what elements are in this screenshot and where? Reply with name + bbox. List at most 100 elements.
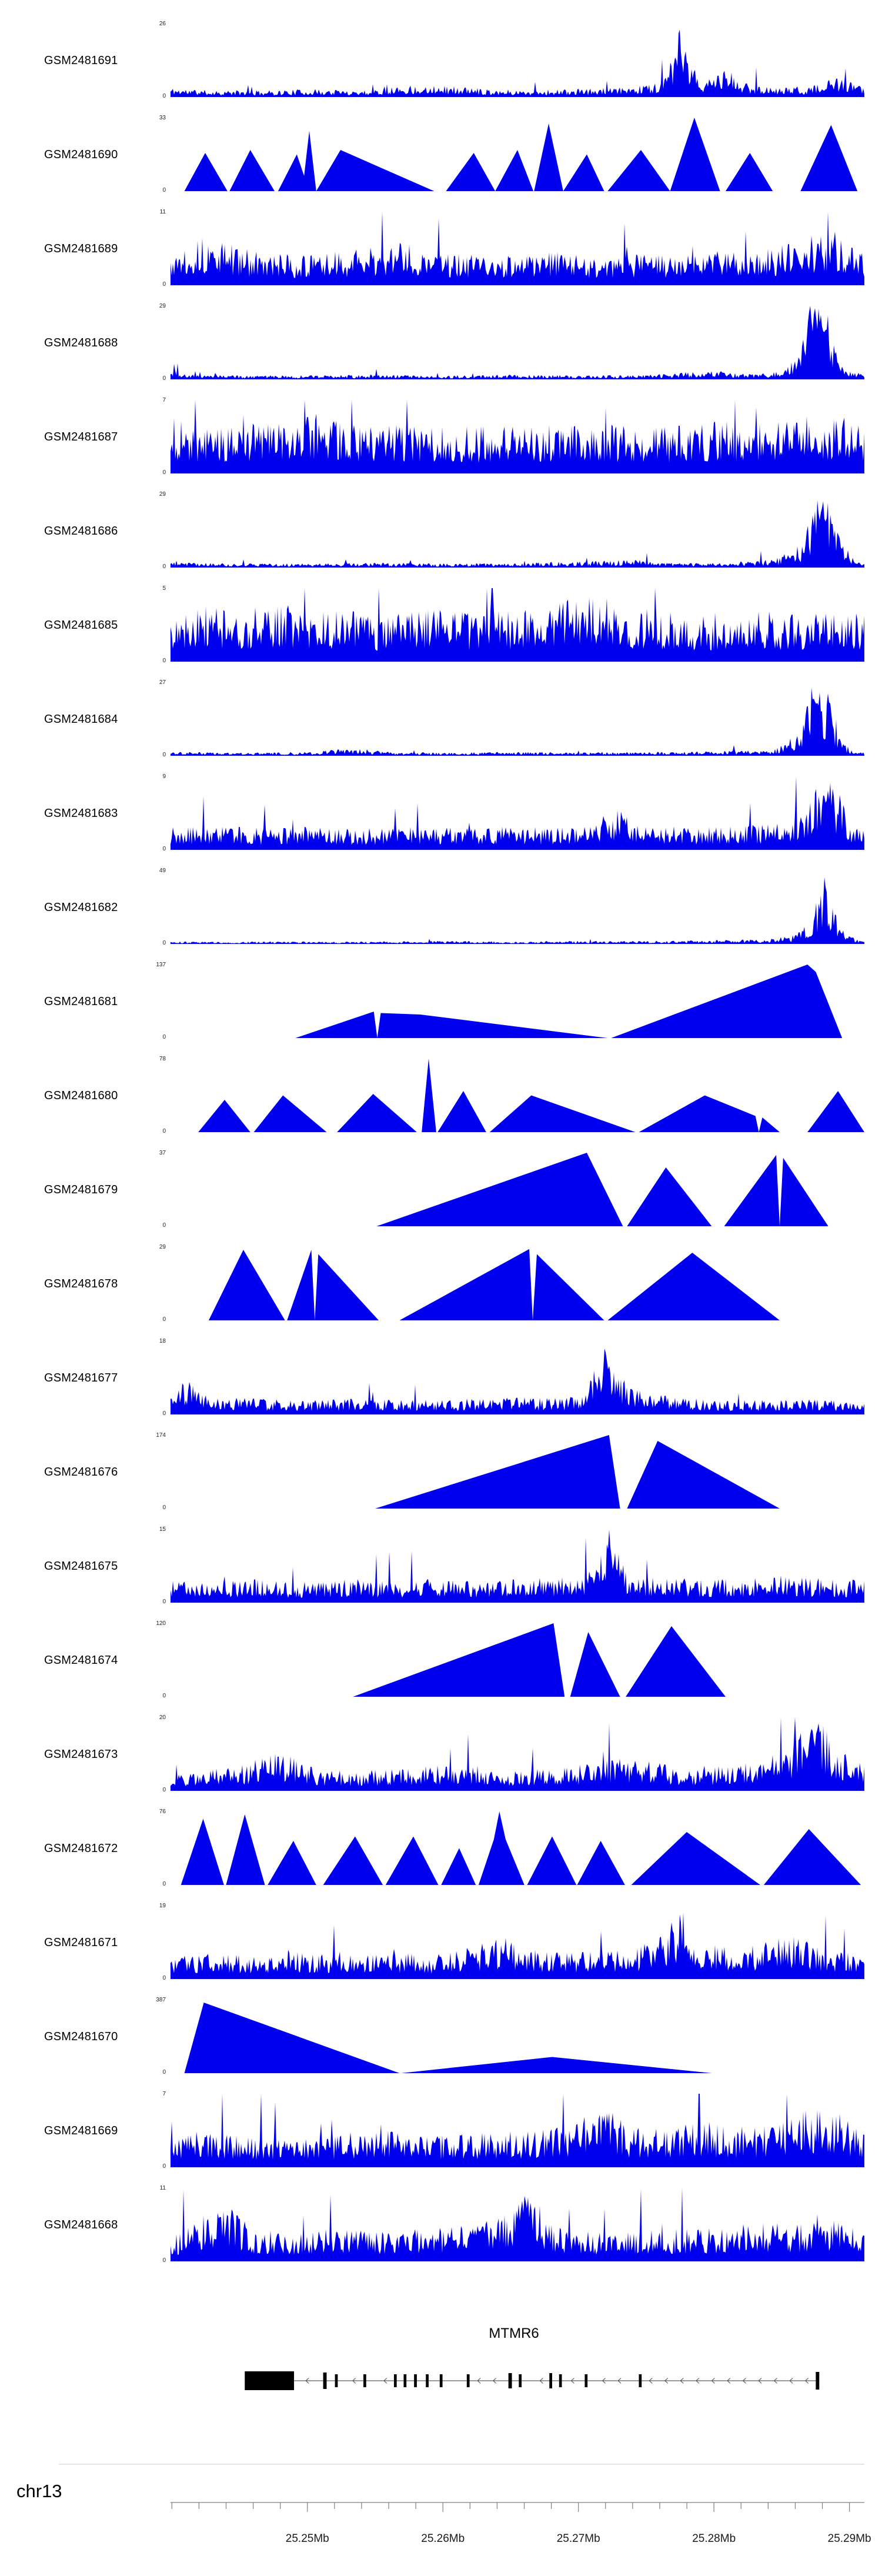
track-ymin-label: 0 bbox=[162, 469, 166, 476]
coverage-block bbox=[353, 1623, 565, 1697]
track-signal-plot bbox=[171, 1717, 864, 1791]
gene-model-track: MTMR6 bbox=[171, 2276, 864, 2394]
track-ymax-label: 11 bbox=[159, 2185, 166, 2191]
track-label: GSM2481669 bbox=[44, 2124, 118, 2137]
track-label: GSM2481691 bbox=[44, 54, 118, 67]
track-signal-plot bbox=[171, 500, 864, 568]
coverage-area bbox=[171, 1912, 864, 1979]
coverage-block bbox=[337, 1094, 417, 1132]
gene-model-diagram bbox=[245, 2371, 820, 2390]
track-row-gsm2481670: GSM2481670 387 0 bbox=[0, 1994, 882, 2088]
track-signal-plot bbox=[171, 1912, 864, 1979]
track-row-gsm2481679: GSM2481679 37 0 bbox=[0, 1147, 882, 1241]
coverage-block bbox=[376, 1153, 623, 1226]
track-ymin-label: 0 bbox=[162, 658, 166, 664]
track-row-gsm2481688: GSM2481688 29 0 bbox=[0, 300, 882, 394]
track-label: GSM2481686 bbox=[44, 525, 118, 538]
coverage-block bbox=[495, 150, 534, 191]
strand-arrow-left-icon bbox=[696, 2378, 700, 2384]
track-ymax-label: 5 bbox=[162, 585, 166, 592]
track-ymin-label: 0 bbox=[162, 187, 166, 193]
coverage-block bbox=[563, 154, 604, 191]
strand-arrow-left-icon bbox=[477, 2378, 481, 2384]
track-ymin-label: 0 bbox=[162, 281, 166, 288]
track-label: GSM2481680 bbox=[44, 1089, 118, 1102]
coverage-block bbox=[807, 1091, 864, 1132]
axis-tick-label: 25.29Mb bbox=[828, 2532, 871, 2545]
track-label: GSM2481673 bbox=[44, 1748, 118, 1761]
coverage-area bbox=[171, 2094, 864, 2167]
exon-box bbox=[363, 2374, 366, 2387]
track-signal-plot bbox=[171, 588, 864, 662]
coverage-block bbox=[607, 150, 670, 191]
track-label: GSM2481685 bbox=[44, 619, 118, 632]
strand-arrow-left-icon bbox=[383, 2378, 387, 2384]
strand-arrow-left-icon bbox=[352, 2378, 356, 2384]
coverage-block bbox=[323, 1836, 383, 1885]
coverage-block bbox=[302, 131, 316, 191]
track-ymax-label: 11 bbox=[159, 209, 166, 215]
strand-arrow-left-icon bbox=[602, 2378, 606, 2384]
coverage-block bbox=[724, 1154, 828, 1226]
track-ymax-label: 174 bbox=[156, 1432, 166, 1439]
track-row-gsm2481686: GSM2481686 29 0 bbox=[0, 488, 882, 582]
exon-box bbox=[335, 2374, 338, 2387]
coverage-block bbox=[295, 1012, 608, 1038]
coverage-block bbox=[208, 1250, 285, 1320]
track-signal-plot bbox=[171, 1349, 864, 1414]
track-signal-plot bbox=[181, 1811, 861, 1885]
track-signal-plot bbox=[171, 2094, 864, 2167]
track-ymin-label: 0 bbox=[162, 1787, 166, 1793]
coverage-block bbox=[639, 1095, 780, 1132]
track-ymax-label: 7 bbox=[162, 397, 166, 403]
track-ymin-label: 0 bbox=[162, 1222, 166, 1229]
track-row-gsm2481687: GSM2481687 7 0 bbox=[0, 394, 882, 488]
axis-tick-label: 25.25Mb bbox=[286, 2532, 329, 2545]
track-ymin-label: 0 bbox=[162, 93, 166, 99]
coverage-block bbox=[670, 118, 720, 191]
exon-box bbox=[549, 2373, 552, 2388]
track-ymax-label: 29 bbox=[159, 1244, 166, 1250]
exon-box bbox=[323, 2373, 327, 2389]
track-signal-plot bbox=[375, 1435, 780, 1509]
track-label: GSM2481671 bbox=[44, 1936, 118, 1949]
track-row-gsm2481678: GSM2481678 29 0 bbox=[0, 1241, 882, 1335]
genome-axis-ruler: 25.25Mb 25.26Mb 25.27Mb 25.28Mb 25.29Mb bbox=[59, 2464, 871, 2545]
track-row-gsm2481676: GSM2481676 174 0 bbox=[0, 1429, 882, 1523]
coverage-block bbox=[607, 1253, 780, 1320]
axis-tick-label: 25.26Mb bbox=[421, 2532, 465, 2545]
coverage-area bbox=[171, 400, 864, 473]
track-ymin-label: 0 bbox=[162, 1410, 166, 1417]
coverage-block bbox=[570, 1632, 620, 1697]
coverage-block bbox=[478, 1811, 524, 1885]
strand-arrow-left-icon bbox=[570, 2378, 574, 2384]
coverage-block bbox=[316, 150, 435, 191]
exon-box bbox=[414, 2374, 417, 2387]
track-ymax-label: 387 bbox=[156, 1997, 166, 2003]
strand-arrow-left-icon bbox=[492, 2378, 497, 2384]
exon-box bbox=[245, 2371, 295, 2390]
coverage-block bbox=[184, 2003, 400, 2073]
track-label: GSM2481684 bbox=[44, 713, 118, 726]
track-label: GSM2481670 bbox=[44, 2030, 118, 2043]
gene-name-label: MTMR6 bbox=[489, 2325, 539, 2341]
coverage-block bbox=[534, 124, 563, 191]
strand-arrow-left-icon bbox=[305, 2378, 309, 2384]
coverage-area bbox=[171, 877, 864, 944]
track-row-gsm2481680: GSM2481680 78 0 bbox=[0, 1053, 882, 1147]
track-label: GSM2481678 bbox=[44, 1277, 118, 1290]
coverage-block bbox=[763, 1829, 861, 1885]
coverage-block bbox=[226, 1814, 265, 1885]
track-ymin-label: 0 bbox=[162, 752, 166, 758]
axis-tick-label: 25.27Mb bbox=[557, 2532, 600, 2545]
track-signal-plot bbox=[171, 776, 864, 850]
coverage-block bbox=[446, 153, 496, 191]
track-ymax-label: 33 bbox=[159, 115, 166, 121]
coverage-area bbox=[171, 212, 864, 285]
track-ymax-label: 49 bbox=[159, 867, 166, 874]
track-label: GSM2481683 bbox=[44, 807, 118, 820]
track-signal-plot bbox=[208, 1249, 780, 1320]
exon-box bbox=[393, 2374, 397, 2387]
coverage-area bbox=[171, 1529, 864, 1603]
strand-arrow-left-icon bbox=[727, 2378, 731, 2384]
